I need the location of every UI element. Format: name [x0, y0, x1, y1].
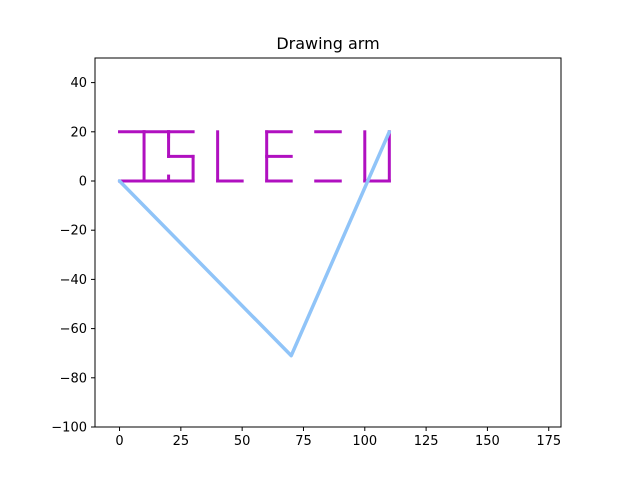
chart-title: Drawing arm [276, 34, 379, 53]
x-tick-label: 125 [414, 434, 439, 449]
arm-layer [117, 130, 392, 358]
y-tick-label: −40 [60, 273, 87, 288]
arm-line [117, 130, 392, 358]
y-axis-ticks: −100 −80 −60 −40 −20 0 20 40 [51, 76, 95, 436]
x-axis-ticks: 0 25 50 75 100 125 150 175 [115, 427, 561, 449]
x-tick-label: 100 [352, 434, 377, 449]
x-tick-label: 150 [475, 434, 500, 449]
plot-area [94, 57, 562, 428]
y-tick-label: 0 [79, 175, 87, 190]
x-tick-label: 25 [173, 434, 190, 449]
y-tick-label: −100 [51, 421, 87, 436]
y-tick-label: −80 [60, 371, 87, 386]
y-tick-label: 20 [70, 125, 87, 140]
y-tick-label: −60 [60, 322, 87, 337]
y-tick-label: −20 [60, 224, 87, 239]
x-tick-label: 50 [234, 434, 251, 449]
y-tick-label: 40 [70, 76, 87, 91]
x-tick-label: 0 [115, 434, 123, 449]
drawn-trace-layer [118, 130, 391, 183]
x-tick-label: 75 [295, 434, 312, 449]
x-tick-label: 175 [536, 434, 561, 449]
